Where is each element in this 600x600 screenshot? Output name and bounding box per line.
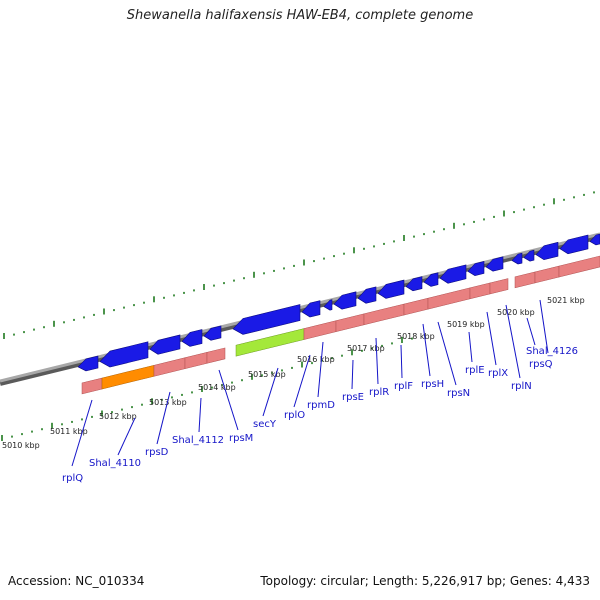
band-segment	[153, 357, 186, 377]
cds-arrow	[439, 264, 467, 284]
band-segment	[206, 347, 226, 364]
gene-label: rpsM	[229, 433, 253, 444]
gene-label: Shal_4112	[172, 435, 224, 446]
band-segment	[303, 320, 337, 340]
band-segment	[427, 287, 471, 310]
band-segment	[558, 255, 600, 278]
cds-arrow	[535, 241, 559, 261]
cds-arrow	[511, 252, 523, 265]
cds-arrow	[423, 272, 439, 287]
rrna-band	[81, 255, 600, 395]
band-segment	[335, 313, 365, 332]
cds-arrow	[232, 304, 301, 335]
gene-label: rplX	[488, 368, 508, 379]
feature-track	[77, 233, 600, 395]
accession-text: Accession: NC_010334	[8, 574, 145, 588]
kbp-label: 5018 kbp	[397, 332, 435, 341]
kbp-label: 5016 kbp	[297, 355, 335, 364]
kbp-label: 5014 kbp	[198, 383, 236, 392]
kbp-label: 5012 kbp	[99, 412, 137, 421]
kbp-label: 5011 kbp	[50, 427, 88, 436]
cds-arrow	[589, 233, 600, 246]
cds-arrow	[77, 355, 99, 372]
gene-label: rpmD	[307, 400, 335, 411]
gene-label: rpsQ	[529, 359, 553, 370]
band-segment	[514, 271, 536, 289]
band-segment	[363, 303, 405, 326]
gene-label: Shal_4110	[89, 458, 141, 469]
gene-label: rplR	[369, 387, 389, 398]
cds-arrow	[523, 249, 535, 262]
gene-label: rpsD	[145, 447, 169, 458]
gene-label: rplF	[394, 381, 413, 392]
gene-label: rplE	[465, 365, 485, 376]
cds-arrow	[357, 286, 377, 304]
kbp-label: 5017 kbp	[347, 344, 385, 353]
kbp-label: 5015 kbp	[248, 370, 286, 379]
band-segment	[534, 265, 560, 284]
cds-arrow	[149, 334, 181, 355]
cds-arrow	[485, 256, 504, 272]
cds-arrow	[181, 329, 203, 347]
kbp-label: 5019 kbp	[447, 320, 485, 329]
gene-label: secY	[253, 419, 277, 430]
band-segment	[81, 377, 103, 395]
gene-label: rplN	[511, 381, 532, 392]
gene-label: Shal_4126	[526, 346, 578, 357]
highlight-band-orange	[101, 364, 155, 390]
cds-arrow	[405, 276, 423, 292]
bottom-tick-track	[1, 337, 413, 441]
top-tick-track	[3, 191, 595, 339]
gene-label: rpsN	[447, 388, 470, 399]
kbp-label: 5021 kbp	[547, 296, 585, 305]
kbp-label: 5010 kbp	[2, 441, 40, 450]
kbp-label: 5020 kbp	[497, 308, 535, 317]
genome-title: Shewanella halifaxensis HAW-EB4, complet…	[126, 8, 474, 23]
band-segment	[403, 297, 429, 316]
cds-arrow	[301, 300, 321, 318]
gene-label: rplQ	[62, 473, 83, 484]
cds-arrow	[99, 341, 149, 368]
cds-arrow	[377, 279, 405, 299]
gene-label: rplO	[284, 410, 305, 421]
cds-arrow	[203, 325, 222, 341]
cds-arrow	[323, 299, 333, 311]
band-segment	[469, 282, 491, 300]
gene-label: rpsH	[421, 379, 444, 390]
band-segment	[489, 278, 509, 295]
gene-label: rpsE	[342, 392, 364, 403]
cds-arrows	[77, 233, 600, 372]
gene-leaders	[71, 299, 549, 467]
band-segment	[184, 351, 208, 369]
gene-labels: rplQ Shal_4110 rpsD Shal_4112 rpsM secY …	[62, 346, 578, 484]
cds-arrow	[559, 234, 589, 255]
topology-text: Topology: circular; Length: 5,226,917 bp…	[260, 574, 590, 588]
cds-arrow	[467, 261, 485, 276]
cds-arrow	[333, 291, 357, 310]
